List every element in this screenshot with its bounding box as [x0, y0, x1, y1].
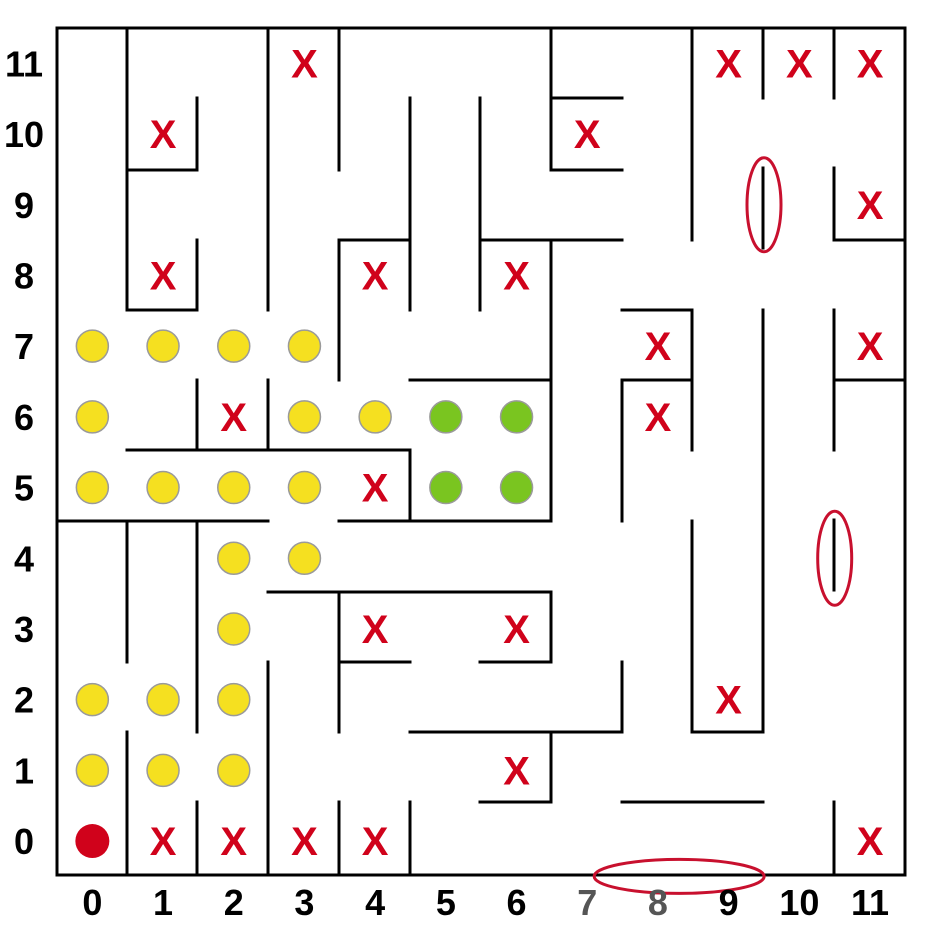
x-axis-tick-label: 6	[507, 882, 527, 923]
goal-dot	[499, 470, 534, 505]
start-marker	[75, 824, 110, 859]
x-axis-labels: 0 1 2 3 4 5 6 7 8 9 10 11	[82, 882, 889, 923]
path-dot	[146, 682, 180, 717]
blocked-cell-x-mark: X	[715, 42, 742, 86]
y-axis-tick-label: 6	[14, 397, 34, 438]
path-dot	[287, 470, 322, 505]
y-axis-labels: 0 1 2 3 4 5 6 7 8 9 10 11	[4, 43, 44, 862]
x-axis-tick-label: 8	[648, 882, 668, 923]
x-axis-tick-label: 0	[82, 882, 102, 923]
path-dot	[217, 753, 251, 788]
x-axis-tick-label: 7	[577, 882, 597, 923]
y-axis-tick-label: 3	[14, 609, 34, 650]
blocked-cell-x-mark: X	[857, 325, 884, 369]
blocked-cell-x-mark: X	[645, 325, 672, 369]
y-axis-tick-label: 2	[14, 680, 34, 721]
blocked-cell-x-mark: X	[291, 820, 318, 864]
path-dot	[287, 400, 322, 434]
blocked-cell-x-mark: X	[291, 42, 318, 86]
path-dot	[287, 541, 322, 575]
path-dot	[358, 400, 392, 434]
path-dot	[217, 470, 251, 505]
blocked-cell-x-mark: X	[362, 467, 389, 511]
x-axis-tick-label: 2	[224, 882, 244, 923]
blocked-cell-x-mark: X	[786, 42, 813, 86]
path-dot	[75, 682, 110, 717]
highlighted-wall-ring	[745, 156, 783, 254]
path-dot	[146, 329, 180, 363]
path-dot	[217, 612, 251, 646]
y-axis-tick-label: 4	[14, 538, 34, 579]
blocked-cell-x-mark: X	[362, 820, 389, 864]
path-dot	[287, 329, 322, 363]
blocked-cell-x-mark: X	[150, 820, 177, 864]
blocked-cell-x-mark: X	[574, 113, 601, 157]
blocked-cell-x-mark: X	[362, 254, 389, 298]
x-axis-tick-label: 1	[153, 882, 173, 923]
x-axis-tick-label: 4	[365, 882, 385, 923]
x-axis-tick-label: 3	[294, 882, 314, 923]
x-axis-tick-label: 5	[436, 882, 456, 923]
blocked-cell-x-mark: X	[857, 820, 884, 864]
path-dot	[75, 329, 110, 363]
blocked-cell-x-mark: X	[857, 42, 884, 86]
x-axis-tick-label: 11	[851, 882, 889, 923]
blocked-cell-x-mark: X	[645, 396, 672, 440]
maze-walls	[55, 26, 907, 877]
blocked-cell-x-mark: X	[362, 608, 389, 652]
x-axis-tick-label: 9	[719, 882, 739, 923]
blocked-cell-x-mark: X	[715, 679, 742, 723]
y-axis-tick-label: 9	[14, 185, 34, 226]
goal-dot	[429, 470, 463, 505]
y-axis-tick-label: 5	[14, 468, 34, 509]
maze-outer-border	[55, 26, 907, 877]
blocked-cell-x-mark: X	[503, 749, 530, 793]
highlighted-wall-ring	[816, 509, 854, 607]
y-axis-tick-label: 0	[14, 821, 34, 862]
y-axis-tick-label: 11	[5, 43, 43, 84]
blocked-cell-x-mark: X	[150, 113, 177, 157]
blocked-cell-x-mark: X	[220, 820, 247, 864]
blocked-cell-x-mark: X	[503, 608, 530, 652]
blocked-cell-x-mark: X	[220, 396, 247, 440]
x-axis-tick-label: 10	[779, 882, 819, 923]
y-axis-tick-label: 8	[14, 255, 34, 296]
highlighted-wall-ring	[592, 857, 766, 895]
blocked-cell-x-mark: X	[857, 184, 884, 228]
goal-dot	[499, 400, 534, 434]
highlighted-walls	[592, 156, 854, 895]
path-dot	[75, 753, 110, 788]
path-dot	[75, 400, 110, 434]
y-axis-tick-label: 7	[14, 326, 34, 367]
goal-dot	[429, 400, 463, 434]
y-axis-tick-label: 1	[14, 750, 34, 791]
blocked-cell-x-mark: X	[150, 254, 177, 298]
path-dot	[217, 541, 251, 575]
path-dot	[146, 753, 180, 788]
y-axis-tick-label: 10	[4, 114, 44, 155]
path-dot	[146, 470, 180, 505]
blocked-cell-x-mark: X	[503, 254, 530, 298]
path-dot	[217, 329, 251, 363]
path-dot	[217, 682, 251, 717]
path-dot	[75, 470, 110, 505]
